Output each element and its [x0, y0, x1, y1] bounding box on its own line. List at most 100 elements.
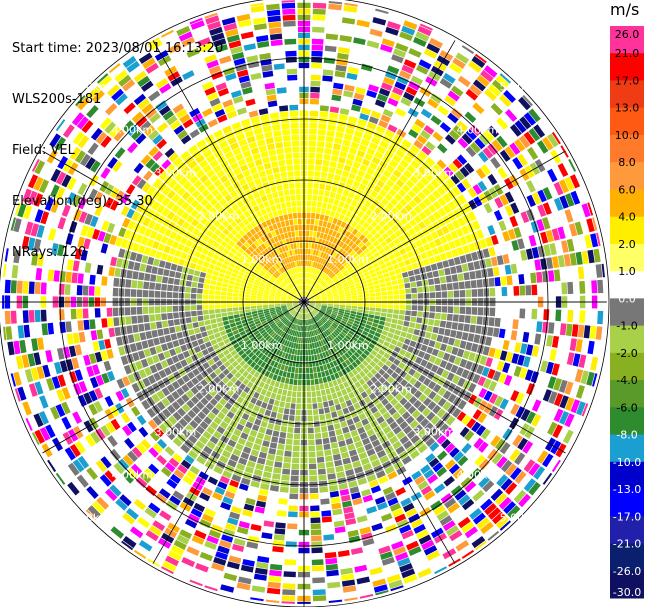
ray-gate: [420, 324, 428, 331]
ray-gate: [485, 258, 493, 268]
ray-gate: [317, 313, 323, 318]
ray-gate: [321, 87, 332, 94]
ray-gate: [343, 90, 354, 98]
ppi-rays: [2, 0, 606, 604]
ray-gate: [304, 290, 306, 296]
ray-gate: [541, 171, 553, 185]
ray-gate: [499, 149, 511, 162]
ray-gate: [400, 207, 409, 216]
ray-gate: [351, 228, 359, 236]
ray-gate: [332, 310, 338, 314]
ray-gate: [513, 365, 522, 377]
ray-gate: [386, 21, 401, 31]
ray-gate: [312, 583, 326, 590]
ray-gate: [309, 230, 313, 237]
ray-gate: [378, 385, 386, 393]
ray-gate: [468, 434, 480, 446]
ray-gate: [308, 140, 316, 147]
ray-gate: [304, 320, 306, 326]
ray-gate: [83, 319, 90, 330]
ray-gate: [523, 131, 536, 145]
ray-gate: [356, 349, 363, 356]
ray-gate: [343, 286, 350, 290]
ray-gate: [125, 279, 132, 288]
ray-gate: [461, 459, 473, 471]
ray-gate: [590, 233, 599, 248]
ray-gate: [499, 73, 511, 84]
ray-gate: [445, 321, 452, 329]
ray-gate: [376, 180, 385, 188]
ray-gate: [430, 231, 439, 240]
ray-gate: [176, 331, 183, 339]
ray-gate: [528, 462, 541, 476]
ray-gate: [440, 100, 453, 111]
ray-gate: [390, 197, 399, 206]
ray-gate: [490, 337, 498, 348]
ray-gate: [308, 451, 316, 458]
ray-gate: [496, 474, 509, 487]
ray-gate: [325, 321, 331, 327]
ray-gate: [327, 307, 333, 311]
ray-gate: [365, 356, 372, 364]
ray-gate: [439, 170, 449, 181]
ray-gate: [345, 210, 352, 218]
ray-gate: [368, 142, 378, 151]
ray-gate: [486, 107, 499, 120]
ray-gate: [483, 390, 493, 402]
ray-gate: [526, 397, 536, 410]
ray-gate: [358, 7, 373, 16]
ray-gate: [299, 355, 303, 362]
ray-gate: [317, 250, 322, 257]
ray-gate: [387, 265, 394, 272]
ray-gate: [380, 44, 393, 53]
ray-gate: [400, 97, 412, 107]
ray-gate: [447, 306, 454, 314]
ray-gate: [262, 526, 274, 534]
ray-gate: [442, 72, 456, 84]
ray-gate: [320, 504, 331, 511]
ray-gate: [498, 265, 506, 276]
ray-gate: [429, 285, 435, 292]
ray-gate: [355, 282, 361, 287]
ray-gate: [362, 229, 370, 237]
ray-gate: [324, 449, 332, 456]
ray-gate: [269, 485, 279, 492]
ray-gate: [507, 308, 514, 318]
ray-gate: [233, 314, 240, 319]
ray-gate: [390, 339, 398, 346]
ray-gate: [536, 416, 547, 430]
ray-gate: [304, 266, 307, 273]
ray-gate: [433, 319, 441, 327]
ray-gate: [429, 305, 436, 312]
ray-gate: [348, 226, 355, 233]
ray-gate: [160, 291, 167, 298]
ray-gate: [131, 280, 138, 289]
ray-gate: [376, 93, 388, 103]
ray-gate: [482, 346, 490, 356]
ray-gate: [385, 103, 396, 113]
ray-gate: [166, 341, 174, 350]
ray-gate: [325, 288, 331, 292]
ray-gate: [548, 406, 558, 420]
ray-gate: [531, 414, 542, 427]
ray-gate: [522, 440, 534, 454]
ray-gate: [293, 379, 298, 386]
ray-gate: [494, 98, 508, 112]
ray-gate: [441, 225, 450, 235]
ray-gate: [326, 310, 332, 314]
ray-gate: [28, 281, 35, 294]
ray-gate: [308, 305, 313, 310]
ray-gate: [524, 320, 531, 331]
ray-gate: [482, 415, 493, 427]
ray-gate: [345, 307, 351, 311]
ray-gate: [342, 407, 350, 415]
ray-gate: [313, 415, 320, 421]
ray-gate: [482, 445, 494, 457]
ray-gate: [441, 369, 450, 379]
ray-gate: [423, 311, 429, 318]
ray-gate: [537, 140, 549, 154]
ray-gate: [461, 332, 469, 341]
ray-gate: [521, 197, 531, 210]
ray-gate: [347, 443, 356, 451]
ray-gate: [330, 315, 336, 319]
